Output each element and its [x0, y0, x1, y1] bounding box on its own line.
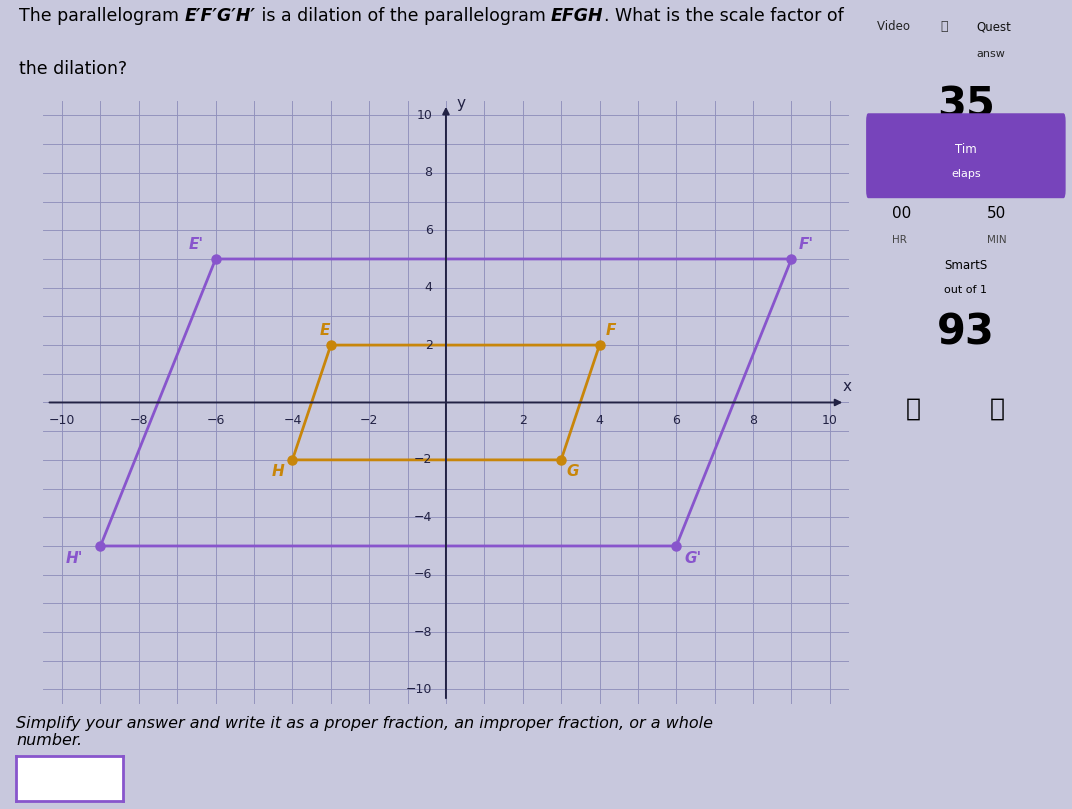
Text: 8: 8: [749, 414, 757, 427]
Text: F: F: [606, 323, 615, 338]
Text: 8: 8: [425, 167, 432, 180]
Text: 00: 00: [892, 206, 911, 222]
Text: Video: Video: [877, 20, 913, 33]
Text: 10: 10: [417, 109, 432, 122]
Text: −6: −6: [207, 414, 225, 427]
Text: Tim: Tim: [955, 143, 977, 156]
Text: 6: 6: [672, 414, 681, 427]
Text: G: G: [567, 464, 579, 479]
Text: −10: −10: [406, 683, 432, 696]
Text: E: E: [319, 323, 330, 338]
Text: the dilation?: the dilation?: [19, 61, 128, 78]
Text: y: y: [457, 96, 465, 112]
FancyBboxPatch shape: [866, 113, 1066, 198]
Text: Simplify your answer and write it as a proper fraction, an improper fraction, or: Simplify your answer and write it as a p…: [16, 716, 713, 748]
Text: E': E': [189, 237, 204, 252]
Text: −2: −2: [414, 453, 432, 466]
Text: 2: 2: [425, 339, 432, 352]
Text: −6: −6: [414, 568, 432, 581]
Text: . What is the scale factor of: . What is the scale factor of: [604, 7, 844, 25]
Text: answ: answ: [977, 49, 1006, 58]
Text: SmartS: SmartS: [944, 259, 987, 272]
Text: −4: −4: [414, 510, 432, 523]
Text: H': H': [65, 551, 84, 566]
Text: −10: −10: [49, 414, 75, 427]
Text: The parallelogram: The parallelogram: [19, 7, 184, 25]
Text: Quest: Quest: [977, 20, 1011, 33]
Text: 2: 2: [519, 414, 526, 427]
Text: 35: 35: [937, 85, 995, 127]
Text: x: x: [843, 379, 851, 395]
Text: 6: 6: [425, 224, 432, 237]
Text: −8: −8: [130, 414, 148, 427]
Text: HR: HR: [892, 235, 907, 244]
Text: −2: −2: [360, 414, 378, 427]
Text: 4: 4: [425, 282, 432, 294]
Text: is a dilation of the parallelogram: is a dilation of the parallelogram: [256, 7, 551, 25]
Text: 🎖: 🎖: [991, 396, 1006, 421]
Text: out of 1: out of 1: [944, 285, 987, 294]
Text: EFGH: EFGH: [551, 7, 604, 25]
Text: 10: 10: [822, 414, 837, 427]
Text: −8: −8: [414, 625, 432, 638]
Text: F': F': [799, 237, 814, 252]
Text: −4: −4: [283, 414, 301, 427]
Text: G': G': [684, 551, 701, 566]
Text: H: H: [271, 464, 284, 479]
Text: elaps: elaps: [951, 169, 981, 179]
Text: 4: 4: [596, 414, 604, 427]
Text: 93: 93: [937, 311, 995, 354]
Text: MIN: MIN: [987, 235, 1007, 244]
Text: 50: 50: [987, 206, 1007, 222]
Text: ⓘ: ⓘ: [940, 20, 948, 33]
Text: E′F′G′H′: E′F′G′H′: [184, 7, 256, 25]
Text: 🎖: 🎖: [906, 396, 920, 421]
